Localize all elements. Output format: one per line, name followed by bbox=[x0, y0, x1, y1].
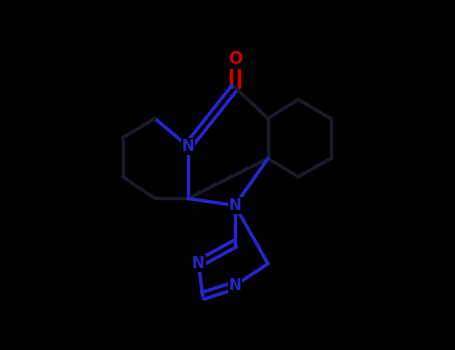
Text: N: N bbox=[228, 278, 241, 293]
Text: N: N bbox=[228, 198, 241, 213]
Text: N: N bbox=[192, 256, 205, 271]
Text: O: O bbox=[228, 50, 242, 68]
Text: N: N bbox=[182, 139, 194, 154]
